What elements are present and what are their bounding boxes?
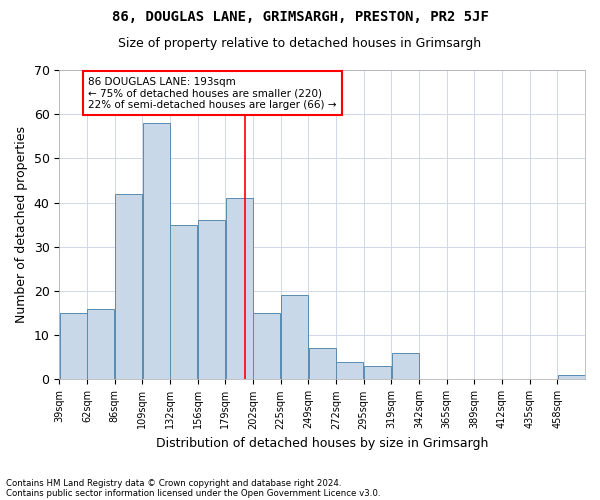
Text: Size of property relative to detached houses in Grimsargh: Size of property relative to detached ho… <box>118 38 482 51</box>
Bar <box>392 353 419 380</box>
Bar <box>87 308 115 380</box>
Text: Contains public sector information licensed under the Open Government Licence v3: Contains public sector information licen… <box>6 488 380 498</box>
Text: Contains HM Land Registry data © Crown copyright and database right 2024.: Contains HM Land Registry data © Crown c… <box>6 478 341 488</box>
Bar <box>226 198 253 380</box>
Bar <box>143 123 170 380</box>
Y-axis label: Number of detached properties: Number of detached properties <box>15 126 28 323</box>
Bar <box>253 313 280 380</box>
Bar <box>336 362 364 380</box>
Bar <box>308 348 335 380</box>
Text: 86, DOUGLAS LANE, GRIMSARGH, PRESTON, PR2 5JF: 86, DOUGLAS LANE, GRIMSARGH, PRESTON, PR… <box>112 10 488 24</box>
Bar <box>198 220 225 380</box>
Bar <box>170 224 197 380</box>
Bar <box>557 375 585 380</box>
Bar <box>59 313 86 380</box>
Text: 86 DOUGLAS LANE: 193sqm
← 75% of detached houses are smaller (220)
22% of semi-d: 86 DOUGLAS LANE: 193sqm ← 75% of detache… <box>88 76 337 110</box>
Bar <box>281 296 308 380</box>
Bar <box>364 366 391 380</box>
X-axis label: Distribution of detached houses by size in Grimsargh: Distribution of detached houses by size … <box>156 437 488 450</box>
Bar <box>115 194 142 380</box>
